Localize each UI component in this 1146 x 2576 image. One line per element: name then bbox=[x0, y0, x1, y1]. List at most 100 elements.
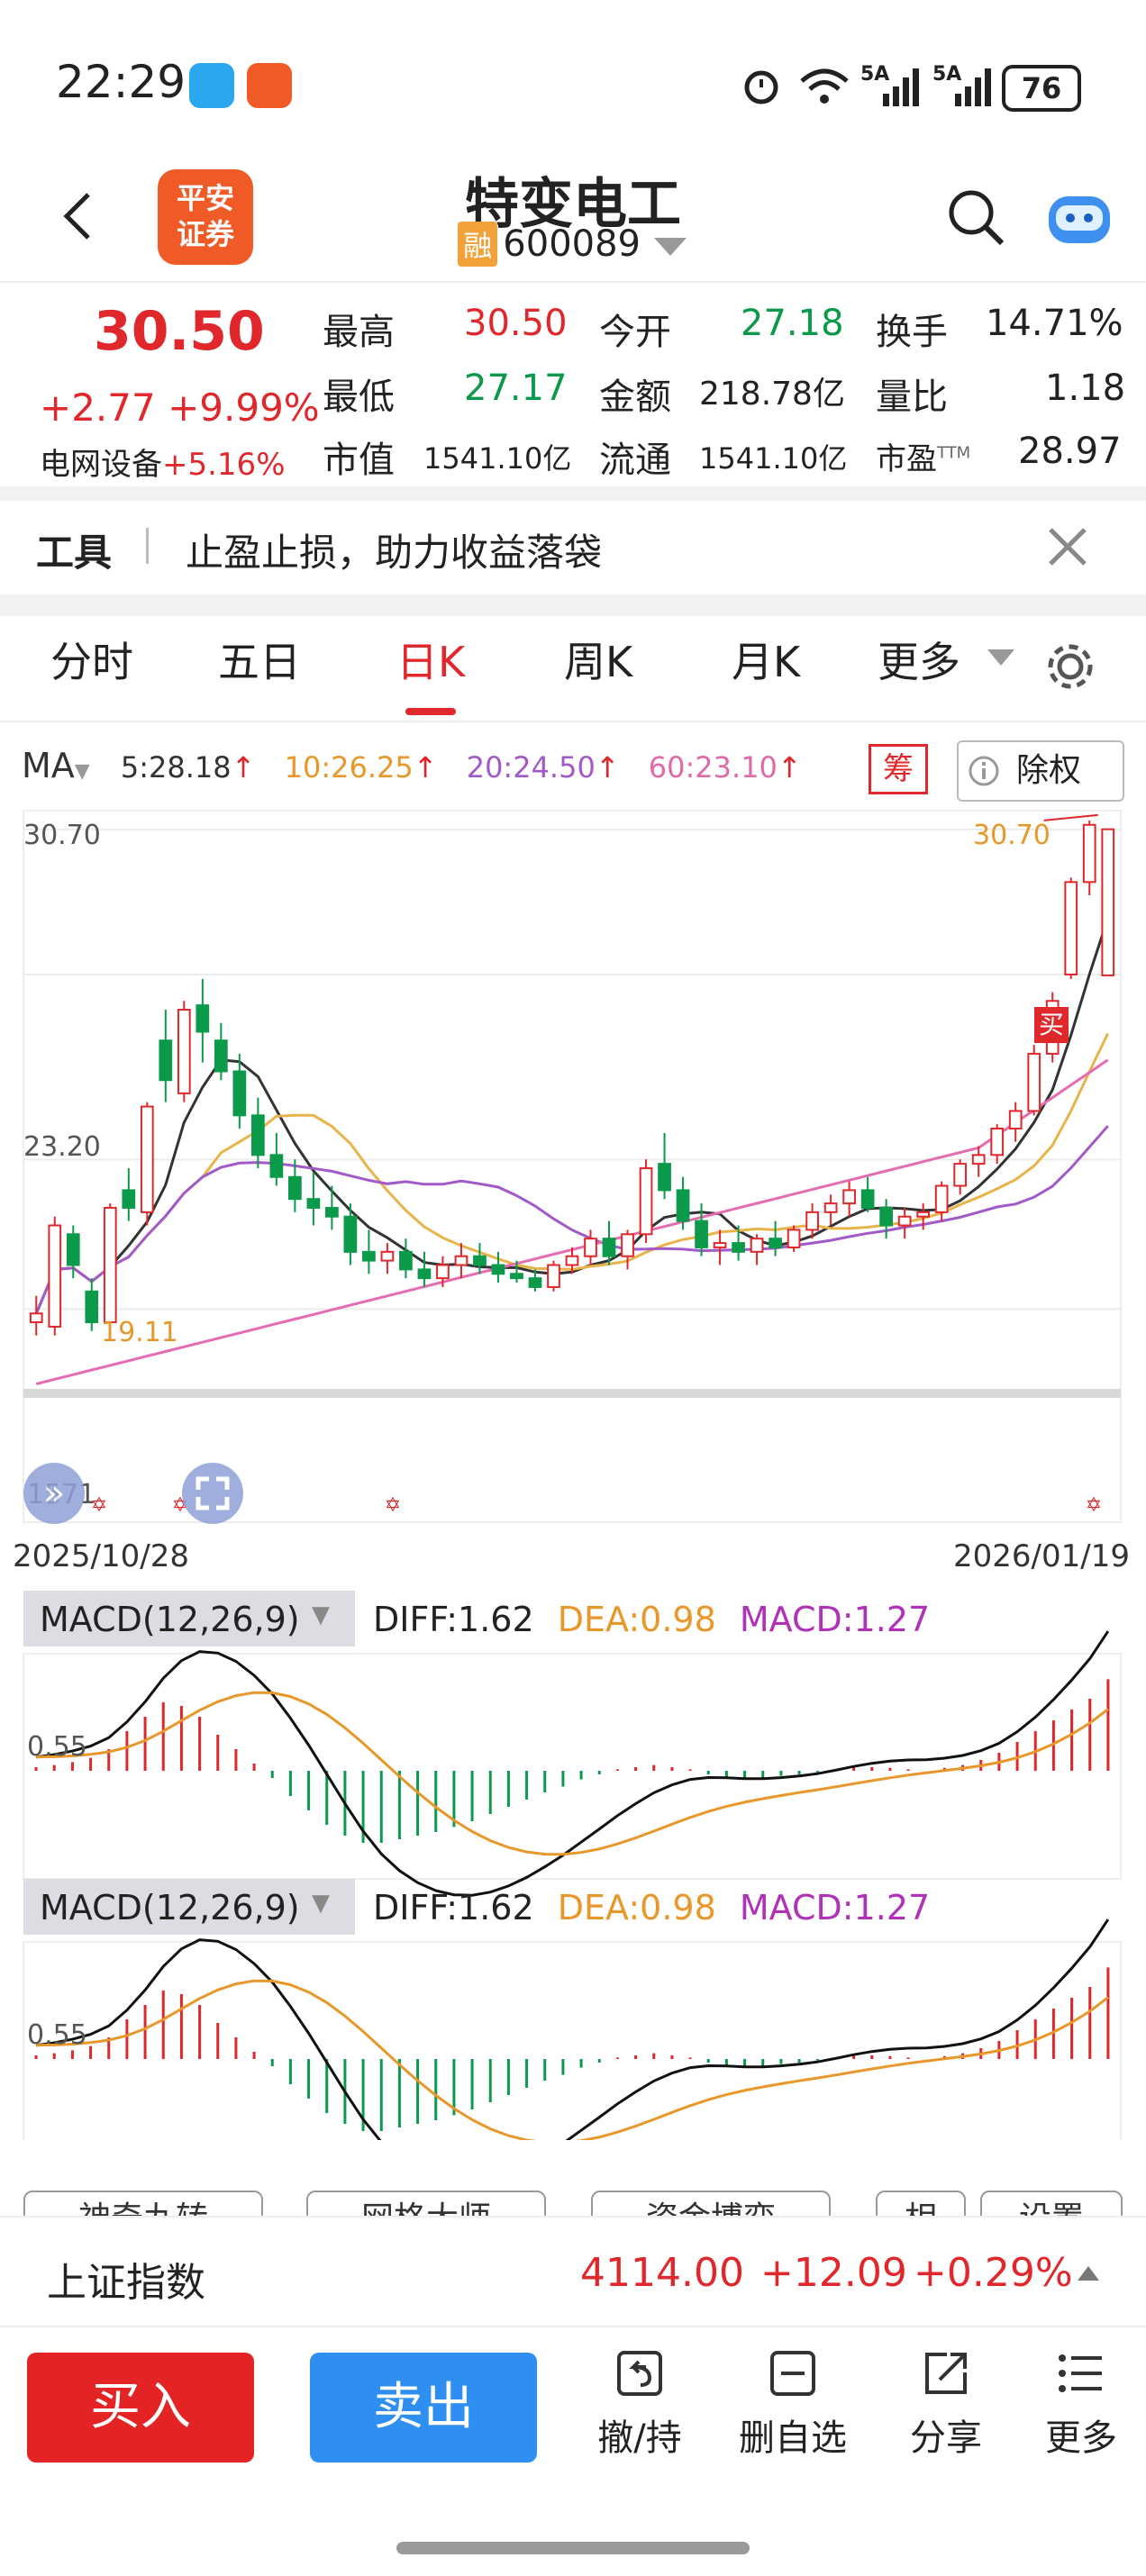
tools-text[interactable]: 止盈止损，助力收益落袋 bbox=[186, 531, 603, 575]
candle bbox=[658, 1132, 671, 1200]
gear-icon[interactable] bbox=[1045, 641, 1096, 692]
candle bbox=[436, 1256, 450, 1287]
tab-five-day[interactable]: 五日 bbox=[218, 638, 301, 686]
vol-ratio-value: 1.18 bbox=[1045, 367, 1126, 409]
candle bbox=[66, 1225, 80, 1279]
macd-header-1[interactable]: MACD(12,26,9) ▼ bbox=[23, 1591, 355, 1646]
tab-monthly-k[interactable]: 月K bbox=[732, 638, 801, 686]
candle-body bbox=[343, 1215, 358, 1253]
up-arrow-icon: ↑ bbox=[231, 750, 256, 785]
tools-separator bbox=[146, 528, 149, 564]
candle-body bbox=[842, 1189, 856, 1205]
more-chevron-icon[interactable] bbox=[986, 647, 1016, 668]
candle-body bbox=[916, 1211, 931, 1218]
macd-value: MACD:1.27 bbox=[739, 1600, 931, 1639]
candle bbox=[159, 1010, 173, 1102]
remove-favorite-action[interactable]: 删自选 bbox=[739, 2333, 847, 2461]
ex-rights-button[interactable]: 除权 bbox=[957, 740, 1124, 802]
cloud-app-icon bbox=[189, 63, 234, 108]
candle bbox=[510, 1260, 523, 1283]
candle bbox=[860, 1176, 875, 1212]
macd-axis-label-2: 0.55 bbox=[27, 2019, 87, 2051]
candle bbox=[621, 1229, 634, 1270]
margin-badge: 融 bbox=[458, 222, 498, 267]
candle-body bbox=[528, 1277, 542, 1288]
macd-axis-label-1: 0.55 bbox=[27, 1731, 87, 1763]
candle bbox=[48, 1216, 62, 1336]
sector-row[interactable]: 电网设备+5.16% bbox=[40, 440, 286, 484]
candle bbox=[362, 1229, 376, 1274]
ma-label[interactable]: MA bbox=[22, 746, 75, 785]
info-icon bbox=[969, 756, 999, 786]
share-action[interactable]: 分享 bbox=[892, 2333, 1000, 2461]
candle-body bbox=[953, 1163, 968, 1187]
cancel-order-icon bbox=[617, 2351, 662, 2396]
candle-body bbox=[805, 1211, 819, 1231]
macd-title-1: MACD(12,26,9) bbox=[40, 1600, 300, 1639]
chart-area[interactable]: ✡ ✡ ✡ ✡ bbox=[0, 807, 1146, 2140]
fullscreen-icon[interactable] bbox=[182, 1463, 243, 1524]
high-label: 最高 bbox=[323, 312, 395, 353]
tab-more[interactable]: 更多 bbox=[878, 638, 960, 686]
signal-label-1: 5A bbox=[860, 63, 890, 86]
ma-indicator-row: MA▼ 5:28.18↑ 10:26.25↑ 20:24.50↑ 60:23.1… bbox=[22, 746, 802, 785]
tab-weekly-k[interactable]: 周K bbox=[564, 638, 633, 686]
sector-name: 电网设备 bbox=[40, 447, 162, 483]
candle-body bbox=[140, 1105, 154, 1213]
ex-rights-label: 除权 bbox=[1016, 752, 1082, 789]
candle-body bbox=[1082, 823, 1096, 884]
macd-values-1: DIFF:1.62 DEA:0.98 MACD:1.27 bbox=[373, 1600, 930, 1639]
event-marker-icon: ✡ bbox=[91, 1494, 107, 1517]
candle-body bbox=[676, 1189, 690, 1222]
back-arrow-icon[interactable] bbox=[59, 189, 96, 243]
dea-value: DEA:0.98 bbox=[557, 1600, 716, 1639]
chevron-up-icon[interactable] bbox=[1076, 2263, 1101, 2282]
candle-body bbox=[897, 1215, 912, 1227]
candle-body bbox=[1008, 1110, 1023, 1129]
sell-button[interactable]: 卖出 bbox=[310, 2353, 537, 2463]
low-value: 27.17 bbox=[464, 367, 568, 409]
stock-code-row[interactable]: 融 600089 bbox=[0, 222, 1146, 267]
candle bbox=[380, 1243, 395, 1274]
candle bbox=[250, 1097, 265, 1168]
ma-dropdown-icon[interactable]: ▼ bbox=[74, 760, 90, 783]
signal-icon bbox=[883, 68, 919, 106]
chips-button[interactable]: 筹 bbox=[869, 744, 928, 794]
robot-assistant-icon[interactable] bbox=[1043, 184, 1115, 249]
candle bbox=[288, 1159, 302, 1212]
tab-daily-k[interactable]: 日K bbox=[396, 621, 465, 721]
up-arrow-icon: ↑ bbox=[413, 750, 438, 785]
candle-body bbox=[29, 1312, 43, 1324]
open-label: 今开 bbox=[599, 312, 671, 353]
candle bbox=[823, 1194, 838, 1226]
up-arrow-icon: ↑ bbox=[777, 750, 802, 785]
macd-header-2[interactable]: MACD(12,26,9) ▼ bbox=[23, 1879, 355, 1935]
buy-signal-tag[interactable]: 买 bbox=[1034, 1007, 1069, 1043]
high-value: 30.50 bbox=[464, 303, 568, 344]
x-axis-start-date: 2025/10/28 bbox=[13, 1538, 189, 1574]
more-action[interactable]: 更多 bbox=[1027, 2333, 1135, 2461]
index-bar[interactable]: 上证指数 4114.00 +12.09 +0.29% bbox=[0, 2216, 1146, 2326]
share-icon bbox=[925, 2353, 967, 2394]
battery-indicator: 76 bbox=[1002, 65, 1081, 112]
candle bbox=[897, 1207, 912, 1239]
candle bbox=[713, 1229, 727, 1265]
tools-banner[interactable]: 工具 止盈止损，助力收益落袋 bbox=[9, 504, 1137, 591]
fast-forward-icon[interactable]: » bbox=[23, 1463, 85, 1524]
index-value: 4114.00 bbox=[580, 2250, 744, 2296]
candle bbox=[325, 1185, 339, 1230]
buy-button[interactable]: 买入 bbox=[27, 2353, 254, 2463]
candle bbox=[971, 1146, 986, 1177]
candle-body bbox=[269, 1154, 284, 1178]
logo-line2: 证券 bbox=[176, 217, 234, 251]
candle-body bbox=[103, 1206, 117, 1324]
candle-body bbox=[399, 1250, 413, 1271]
cancel-hold-action[interactable]: 撤/持 bbox=[586, 2333, 694, 2461]
candle-body bbox=[658, 1163, 671, 1192]
tab-intraday[interactable]: 分时 bbox=[50, 638, 133, 686]
pe-value: 28.97 bbox=[1018, 431, 1122, 472]
search-icon[interactable] bbox=[946, 187, 1005, 247]
close-icon[interactable] bbox=[1045, 524, 1090, 569]
turnover-value: 14.71% bbox=[986, 303, 1123, 344]
candle bbox=[122, 1167, 136, 1221]
